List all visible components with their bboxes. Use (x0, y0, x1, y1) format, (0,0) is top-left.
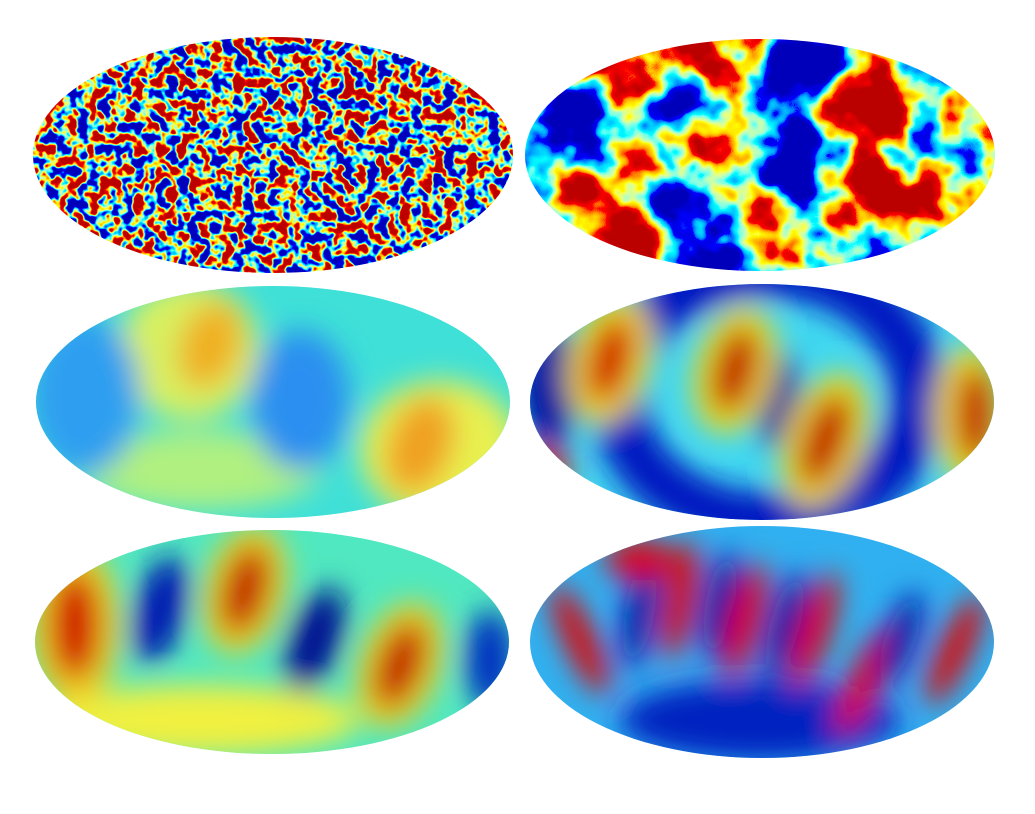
map-higher-order (35, 530, 509, 754)
map-low-order (36, 286, 510, 518)
map-noise-fine (33, 37, 513, 273)
map-noise-coarse (525, 39, 995, 271)
map-mid-order (530, 284, 994, 520)
map-highest-order (530, 526, 994, 758)
